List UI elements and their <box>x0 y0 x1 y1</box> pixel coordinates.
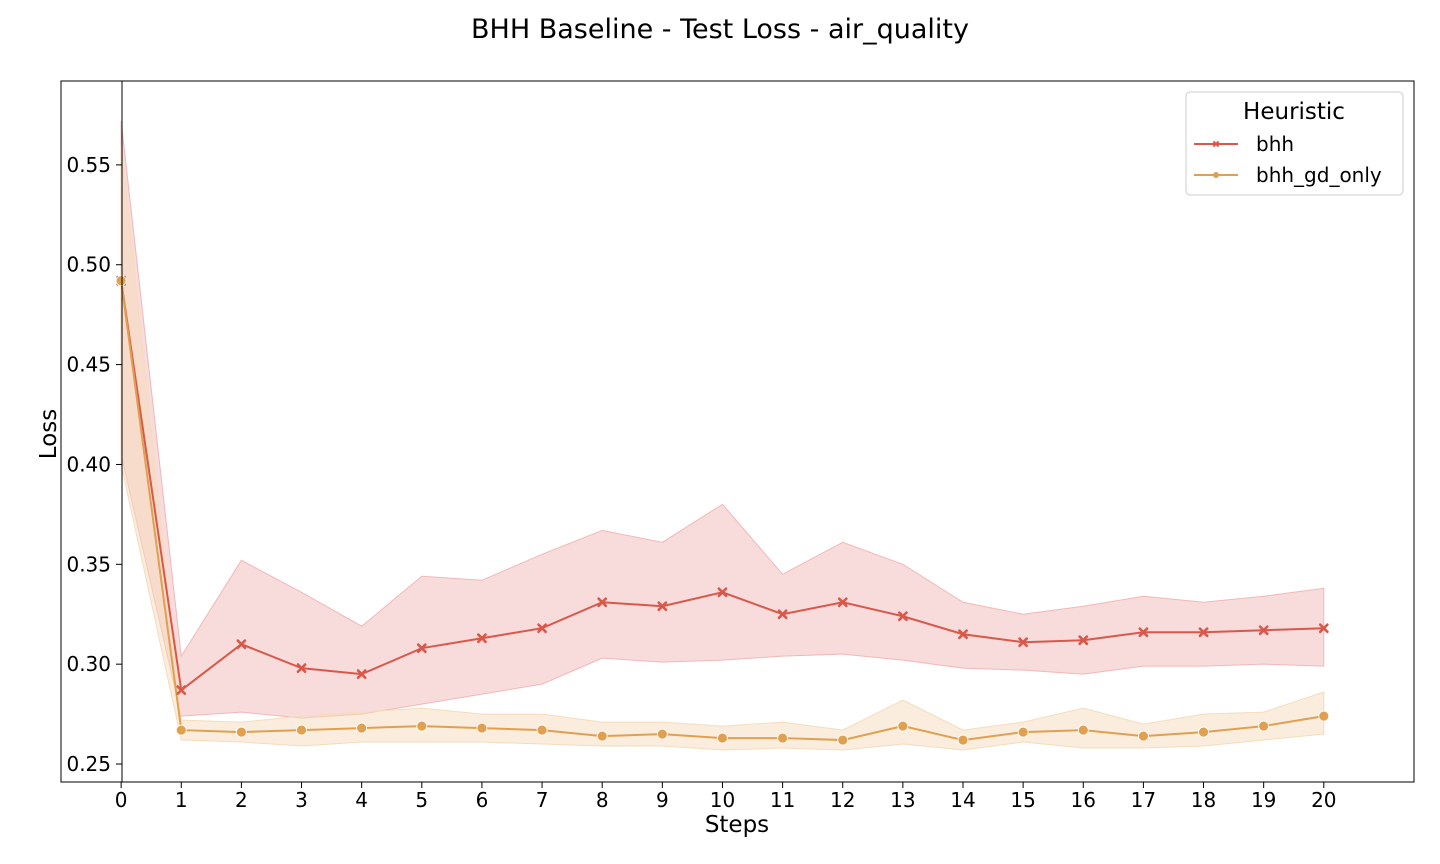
plot-frame <box>60 80 1415 783</box>
x-tick-label: 12 <box>830 788 855 812</box>
point-bhh <box>356 669 367 680</box>
point-bhh <box>1018 637 1029 648</box>
chart-title: BHH Baseline - Test Loss - air_quality <box>471 14 969 45</box>
point-bhh <box>176 685 187 696</box>
x-tick-label: 10 <box>710 788 735 812</box>
x-tick-label: 16 <box>1071 788 1096 812</box>
point-bhh_gd_only <box>957 734 969 746</box>
point-bhh_gd_only <box>235 726 247 738</box>
point-bhh_gd_only <box>717 732 728 744</box>
point-bhh <box>897 611 908 622</box>
x-tick-label: 15 <box>1010 788 1035 812</box>
y-tick-label: 0.45 <box>66 353 111 377</box>
x-tick-label: 19 <box>1251 788 1276 812</box>
point-bhh <box>597 597 608 608</box>
point-bhh <box>717 587 728 598</box>
legend-marker-bhh_gd_only <box>1213 172 1219 178</box>
point-bhh <box>777 609 788 620</box>
point-bhh_gd_only <box>1077 724 1089 736</box>
point-bhh_gd_only <box>356 722 368 734</box>
point-bhh <box>657 601 668 612</box>
series-markers <box>115 275 1330 746</box>
x-tick-label: 9 <box>656 788 669 812</box>
point-bhh_gd_only <box>416 720 428 732</box>
y-tick-label: 0.30 <box>66 652 111 676</box>
x-tick-label: 13 <box>890 788 915 812</box>
point-bhh_gd_only <box>175 724 187 736</box>
point-bhh_gd_only <box>777 732 788 744</box>
x-tick-label: 6 <box>476 788 489 812</box>
point-bhh_gd_only <box>656 728 668 740</box>
band-bhh <box>120 120 1325 719</box>
x-tick-label: 11 <box>770 788 795 812</box>
legend-marker-bhh <box>1212 140 1220 148</box>
x-tick-label: 17 <box>1131 788 1156 812</box>
x-axis-ticks: 0 1 2 3 4 5 6 7 8 9 10 11 12 13 14 15 16 17 18 19 20 <box>115 782 1337 812</box>
x-tick-label: 5 <box>415 788 428 812</box>
legend-label-bhh: bhh <box>1256 132 1294 156</box>
y-tick-label: 0.25 <box>66 752 111 776</box>
point-bhh_gd_only <box>476 722 488 734</box>
y-axis-ticks: 0.25 0.30 0.35 0.40 0.45 0.50 0.55 <box>66 153 122 776</box>
point-bhh <box>537 623 547 634</box>
x-tick-label: 7 <box>536 788 549 812</box>
point-bhh <box>1198 627 1209 638</box>
point-bhh_gd_only <box>596 730 608 742</box>
point-bhh <box>1258 625 1269 636</box>
y-tick-label: 0.40 <box>66 452 111 476</box>
point-bhh_gd_only <box>1138 730 1149 742</box>
legend-entries: bhh bhh_gd_only <box>1194 132 1382 187</box>
point-bhh <box>958 629 968 640</box>
point-bhh <box>1318 623 1329 634</box>
legend: Heuristic bhh bhh_gd_only <box>1185 91 1404 196</box>
point-bhh <box>477 633 487 644</box>
x-tick-label: 0 <box>115 788 128 812</box>
legend-title: Heuristic <box>1243 99 1345 125</box>
x-tick-label: 1 <box>175 788 188 812</box>
x-tick-label: 18 <box>1191 788 1216 812</box>
x-axis-label: Steps <box>705 812 769 838</box>
point-bhh_gd_only <box>837 734 849 746</box>
legend-label-bhh_gd_only: bhh_gd_only <box>1256 163 1382 187</box>
y-axis-label: Loss <box>36 409 62 459</box>
point-bhh <box>837 597 848 608</box>
band-bhh_gd_only <box>120 144 1325 751</box>
point-bhh <box>1078 635 1089 646</box>
x-tick-label: 8 <box>596 788 609 812</box>
y-tick-label: 0.35 <box>66 552 111 576</box>
point-bhh_gd_only <box>536 724 548 736</box>
point-bhh <box>236 639 247 650</box>
point-bhh_gd_only <box>1017 726 1029 738</box>
x-tick-label: 2 <box>235 788 248 812</box>
x-tick-label: 3 <box>295 788 308 812</box>
point-bhh_gd_only <box>296 724 307 736</box>
y-tick-label: 0.55 <box>66 153 111 177</box>
legend-box <box>1185 91 1404 196</box>
y-tick-label: 0.50 <box>66 253 111 277</box>
point-bhh <box>416 643 427 654</box>
x-tick-label: 14 <box>950 788 975 812</box>
point-bhh_gd_only <box>1258 720 1270 732</box>
point-bhh_gd_only <box>897 720 909 732</box>
point-bhh_gd_only <box>115 275 127 287</box>
x-tick-label: 4 <box>355 788 368 812</box>
x-tick-label: 20 <box>1311 788 1336 812</box>
confidence-bands <box>120 120 1325 751</box>
point-bhh <box>296 663 307 674</box>
point-bhh <box>1138 627 1149 638</box>
point-bhh_gd_only <box>1198 726 1209 738</box>
point-bhh_gd_only <box>1318 710 1330 722</box>
